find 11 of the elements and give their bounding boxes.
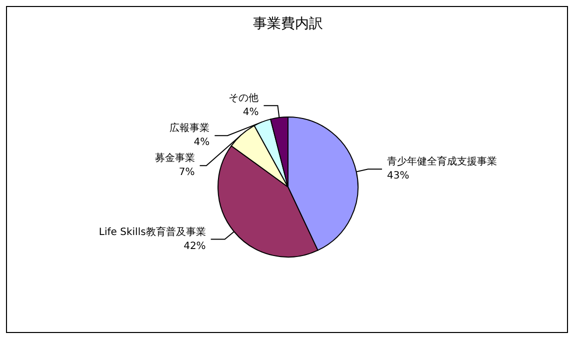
data-label: 4%: [194, 137, 210, 148]
data-label: 7%: [178, 167, 195, 178]
slice-label: Life Skills教育普及事業: [98, 226, 206, 238]
slice-label: 青少年健全育成支援事業: [387, 156, 498, 168]
chart-title: 事業費内訳: [253, 16, 323, 32]
slice-label: その他: [228, 92, 259, 104]
slice-label: 募金事業: [154, 152, 195, 164]
slice-label: 広報事業: [170, 122, 210, 134]
data-label: 42%: [184, 240, 206, 252]
data-label: 43%: [387, 170, 410, 182]
data-label: 4%: [242, 107, 259, 118]
